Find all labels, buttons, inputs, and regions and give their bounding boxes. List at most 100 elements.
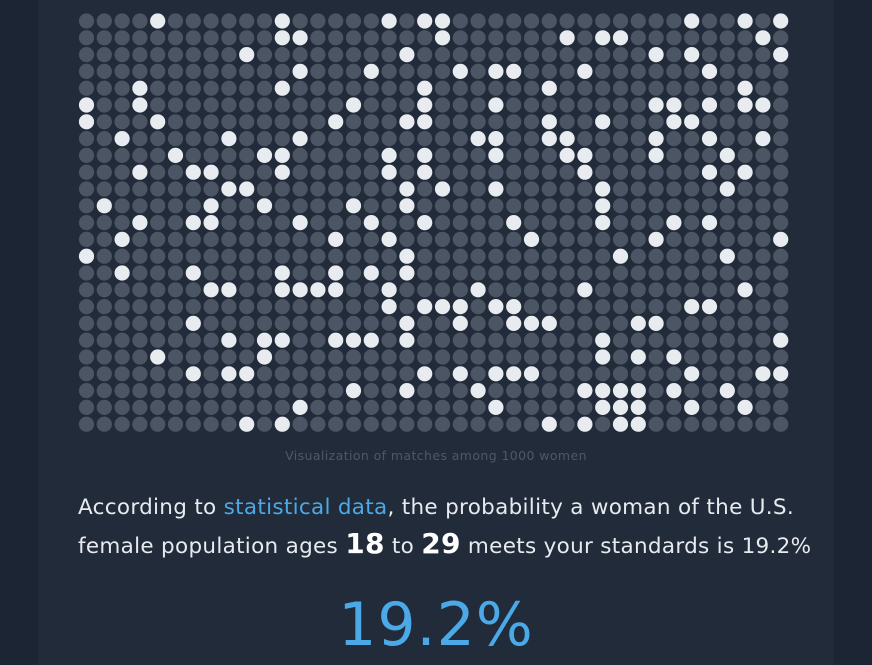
nonmatch-dot [96,248,112,264]
nonmatch-dot [363,147,379,163]
nonmatch-dot [612,231,629,247]
nonmatch-dot [203,366,219,382]
nonmatch-dot [256,215,273,231]
nonmatch-dot [78,164,95,180]
match-dot [488,181,504,197]
match-dot [541,416,557,432]
nonmatch-dot [612,198,629,214]
nonmatch-dot [399,399,415,415]
nonmatch-dot [719,97,735,113]
nonmatch-dot [274,97,290,113]
match-dot [417,80,433,96]
nonmatch-dot [203,147,219,163]
nonmatch-dot [256,265,273,281]
age-max: 29 [421,527,461,560]
nonmatch-dot [381,416,397,432]
nonmatch-dot [221,231,237,247]
match-dot [292,399,308,415]
nonmatch-dot [559,80,575,96]
nonmatch-dot [470,265,486,281]
nonmatch-dot [773,299,789,315]
match-dot [773,231,789,247]
match-dot [239,416,255,432]
nonmatch-dot [203,231,219,247]
nonmatch-dot [737,181,753,197]
nonmatch-dot [773,181,789,197]
nonmatch-dot [648,198,664,214]
nonmatch-dot [701,80,718,96]
match-dot [328,231,344,247]
nonmatch-dot [755,181,771,197]
nonmatch-dot [239,80,255,96]
nonmatch-dot [755,299,771,315]
nonmatch-dot [559,299,575,315]
nonmatch-dot [78,63,95,79]
nonmatch-dot [452,164,468,180]
nonmatch-dot [506,47,522,63]
probability-statement: According to statistical data, the proba… [78,490,818,565]
nonmatch-dot [185,30,201,46]
nonmatch-dot [506,248,522,264]
nonmatch-dot [203,349,219,365]
nonmatch-dot [577,198,593,214]
nonmatch-dot [595,147,611,163]
nonmatch-dot [595,366,611,382]
match-dot [363,63,379,79]
nonmatch-dot [256,299,273,315]
nonmatch-dot [737,332,753,348]
match-dot [488,399,504,415]
nonmatch-dot [203,30,219,46]
nonmatch-dot [114,13,130,29]
match-dot [221,366,237,382]
nonmatch-dot [630,248,646,264]
nonmatch-dot [595,131,611,147]
match-dot [595,332,611,348]
nonmatch-dot [132,63,148,79]
nonmatch-dot [78,181,95,197]
nonmatch-dot [221,80,237,96]
nonmatch-dot [470,332,486,348]
nonmatch-dot [523,416,540,432]
nonmatch-dot [755,47,771,63]
nonmatch-dot [78,147,95,163]
nonmatch-dot [773,282,789,298]
nonmatch-dot [595,416,611,432]
nonmatch-dot [470,181,486,197]
nonmatch-dot [612,114,629,130]
statistical-data-link[interactable]: statistical data [223,495,388,520]
nonmatch-dot [719,131,735,147]
nonmatch-dot [577,97,593,113]
nonmatch-dot [239,383,255,399]
nonmatch-dot [506,265,522,281]
nonmatch-dot [239,215,255,231]
nonmatch-dot [96,349,112,365]
nonmatch-dot [523,47,540,63]
match-dot [541,131,557,147]
nonmatch-dot [612,315,629,331]
match-dot [381,13,397,29]
nonmatch-dot [506,349,522,365]
nonmatch-dot [292,349,308,365]
nonmatch-dot [719,349,735,365]
nonmatch-dot [78,30,95,46]
match-dot [737,97,753,113]
match-dot [221,131,237,147]
nonmatch-dot [666,299,682,315]
nonmatch-dot [719,399,735,415]
nonmatch-dot [221,13,237,29]
match-dot [755,97,771,113]
nonmatch-dot [648,63,664,79]
nonmatch-dot [167,215,184,231]
nonmatch-dot [114,198,130,214]
nonmatch-dot [666,13,682,29]
nonmatch-dot [150,416,166,432]
nonmatch-dot [96,332,112,348]
nonmatch-dot [648,13,664,29]
nonmatch-dot [719,315,735,331]
nonmatch-dot [310,47,326,63]
nonmatch-dot [737,231,753,247]
nonmatch-dot [345,248,362,264]
nonmatch-dot [150,383,166,399]
match-dot [595,383,611,399]
nonmatch-dot [541,332,557,348]
